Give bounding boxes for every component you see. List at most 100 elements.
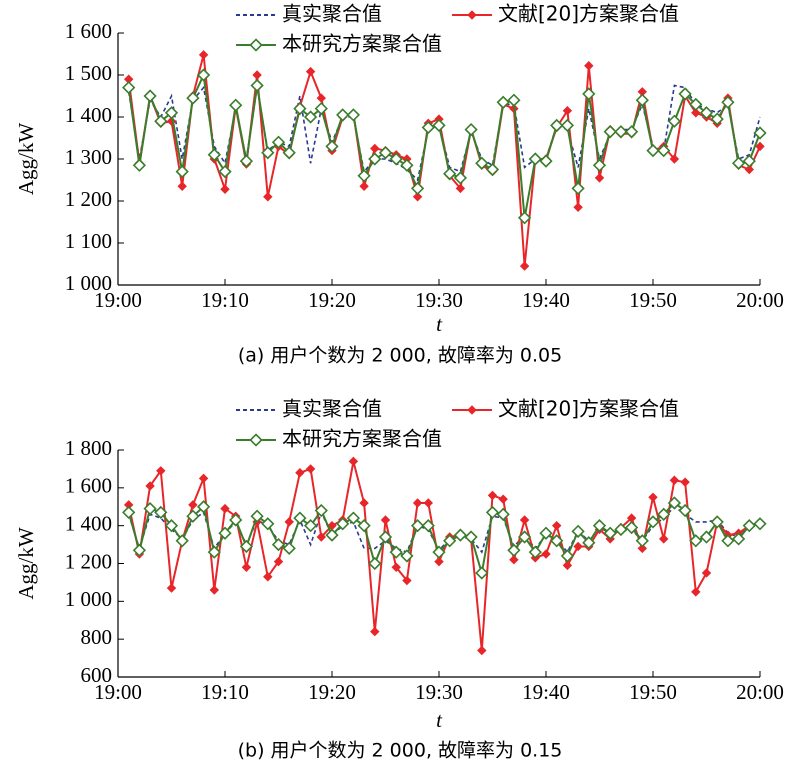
point (477, 645, 487, 656)
point (410, 519, 425, 533)
point (669, 154, 680, 164)
y-tick-label: 1 800 (65, 436, 112, 460)
point (689, 97, 703, 112)
point (229, 98, 243, 112)
point (646, 515, 660, 529)
point (196, 500, 211, 514)
point (391, 562, 401, 572)
point (744, 164, 755, 175)
point (519, 261, 530, 271)
point (443, 167, 457, 181)
point (400, 158, 414, 172)
point (592, 158, 607, 172)
point (742, 154, 756, 168)
point (699, 106, 714, 120)
point (582, 87, 596, 101)
y-tick-label: 1 000 (65, 587, 112, 611)
point (560, 549, 575, 563)
x-tick-label: 19:20 (308, 680, 356, 704)
x-axis-label: t (436, 312, 443, 336)
point (261, 517, 275, 531)
y-tick-label: 1 200 (65, 549, 112, 573)
point (175, 534, 189, 548)
point (721, 534, 735, 548)
point (207, 148, 221, 162)
y-tick-label: 800 (81, 625, 113, 649)
point (370, 143, 380, 154)
caption: (b) 用户个数为 2 000, 故障率为 0.15 (238, 740, 563, 762)
point (357, 519, 371, 533)
point (573, 541, 583, 552)
point (154, 114, 168, 128)
point (678, 503, 692, 518)
legend-label: 真实聚合值 (282, 2, 382, 26)
point (229, 513, 243, 527)
y-tick-label: 600 (81, 663, 113, 687)
point (198, 50, 209, 60)
point (551, 520, 562, 531)
point (122, 505, 136, 520)
point (122, 80, 136, 95)
point (188, 500, 198, 510)
point (485, 162, 500, 177)
y-tick-label: 1 600 (65, 474, 112, 498)
point (303, 110, 318, 124)
x-tick-label: 19:50 (629, 288, 677, 312)
point (380, 515, 391, 525)
point (186, 91, 200, 105)
y-tick-label: 1 000 (65, 271, 112, 295)
point (550, 534, 564, 548)
x-tick-label: 19:10 (201, 680, 249, 704)
point (453, 171, 468, 185)
x-tick-label: 19:30 (415, 680, 463, 704)
legend-label: 本研究方案聚合值 (282, 427, 442, 451)
point (755, 141, 765, 152)
point (250, 78, 264, 93)
point (412, 192, 423, 202)
point (509, 555, 519, 565)
point (400, 549, 414, 563)
x-tick-label: 19:40 (522, 680, 570, 704)
point (316, 93, 327, 103)
point (573, 202, 583, 213)
point (603, 526, 617, 540)
point (421, 519, 435, 533)
x-tick-label: 19:00 (94, 680, 142, 704)
x-tick-label: 20:00 (736, 288, 784, 312)
point (402, 575, 412, 586)
point (378, 146, 393, 160)
point (220, 184, 230, 194)
point (295, 467, 305, 478)
point (314, 101, 328, 116)
point (305, 66, 316, 77)
point (241, 562, 252, 572)
point (336, 108, 350, 122)
point (475, 156, 489, 170)
point (378, 530, 393, 544)
point (263, 192, 273, 202)
point (667, 496, 682, 510)
point (562, 560, 573, 571)
point (370, 626, 380, 637)
point (164, 106, 179, 120)
point (357, 169, 371, 183)
point (475, 566, 489, 580)
point (293, 101, 307, 116)
x-tick-label: 19:20 (308, 288, 356, 312)
point (434, 556, 444, 567)
x-axis-label: t (436, 708, 443, 732)
y-axis-label: Agg/kW (14, 527, 38, 600)
point (143, 502, 157, 516)
series-line (127, 461, 761, 651)
point (156, 466, 166, 476)
point (519, 515, 530, 525)
point (166, 583, 177, 593)
point (325, 528, 339, 542)
point (284, 517, 294, 527)
point (648, 492, 658, 502)
legend-marker (249, 433, 263, 447)
point (635, 534, 649, 548)
legend-label: 文献[20]方案聚合值 (498, 397, 679, 421)
point (432, 118, 446, 133)
legend-label: 文献[20]方案聚合值 (498, 2, 679, 26)
